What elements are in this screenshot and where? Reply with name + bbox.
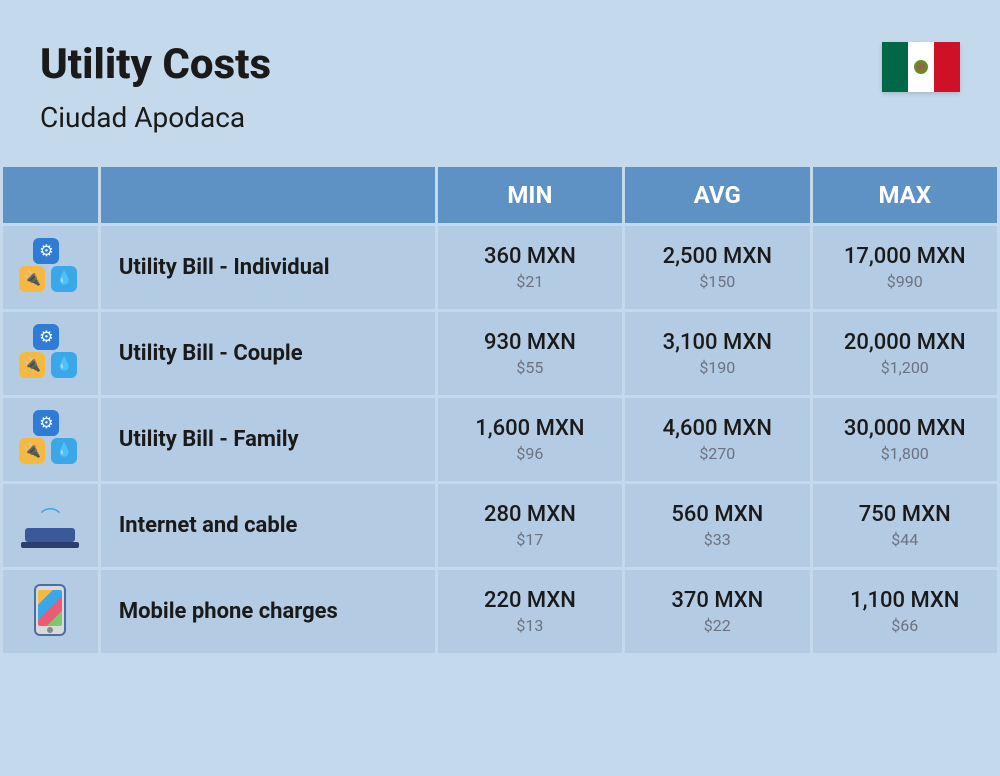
value-primary: 220 MXN [450, 588, 610, 613]
value-primary: 370 MXN [637, 588, 797, 613]
value-primary: 20,000 MXN [825, 330, 986, 355]
header-min: MIN [438, 167, 622, 223]
value-primary: 30,000 MXN [825, 416, 986, 441]
value-primary: 750 MXN [825, 502, 986, 527]
table-row: ⌒ Internet and cable 280 MXN $17 560 MXN $33 7… [3, 484, 997, 567]
cell-avg: 560 MXN $33 [625, 484, 809, 567]
row-label: Utility Bill - Family [101, 398, 435, 481]
value-primary: 3,100 MXN [637, 330, 797, 355]
row-icon-cell [3, 312, 98, 395]
table-row: Utility Bill - Family 1,600 MXN $96 4,600 M… [3, 398, 997, 481]
row-icon-cell [3, 226, 98, 309]
cell-min: 220 MXN $13 [438, 570, 622, 653]
value-secondary: $1,200 [825, 358, 986, 377]
value-primary: 2,500 MXN [637, 244, 797, 269]
value-primary: 930 MXN [450, 330, 610, 355]
cell-max: 17,000 MXN $990 [813, 226, 998, 309]
row-icon-cell [3, 570, 98, 653]
row-icon-cell [3, 398, 98, 481]
value-secondary: $44 [825, 530, 986, 549]
cell-min: 930 MXN $55 [438, 312, 622, 395]
cell-max: 750 MXN $44 [813, 484, 998, 567]
header: Utility Costs Ciudad Apodaca [0, 0, 1000, 164]
value-secondary: $17 [450, 530, 610, 549]
page-title: Utility Costs [40, 40, 960, 89]
value-secondary: $55 [450, 358, 610, 377]
value-secondary: $96 [450, 444, 610, 463]
value-secondary: $22 [637, 616, 797, 635]
value-secondary: $13 [450, 616, 610, 635]
cell-max: 1,100 MXN $66 [813, 570, 998, 653]
utility-cluster-icon [19, 410, 81, 466]
row-label: Internet and cable [101, 484, 435, 567]
utility-cluster-icon [19, 238, 81, 294]
table-row: Utility Bill - Couple 930 MXN $55 3,100 MXN… [3, 312, 997, 395]
value-secondary: $1,800 [825, 444, 986, 463]
row-label: Utility Bill - Individual [101, 226, 435, 309]
value-primary: 1,100 MXN [825, 588, 986, 613]
value-primary: 4,600 MXN [637, 416, 797, 441]
table-header-row: MIN AVG MAX [3, 167, 997, 223]
table-row: Utility Bill - Individual 360 MXN $21 2,500… [3, 226, 997, 309]
value-primary: 360 MXN [450, 244, 610, 269]
utility-cluster-icon [19, 324, 81, 380]
value-secondary: $33 [637, 530, 797, 549]
header-blank-icon [3, 167, 98, 223]
value-primary: 17,000 MXN [825, 244, 986, 269]
cell-min: 1,600 MXN $96 [438, 398, 622, 481]
cell-avg: 2,500 MXN $150 [625, 226, 809, 309]
cell-max: 20,000 MXN $1,200 [813, 312, 998, 395]
cell-avg: 4,600 MXN $270 [625, 398, 809, 481]
cell-avg: 3,100 MXN $190 [625, 312, 809, 395]
row-label: Mobile phone charges [101, 570, 435, 653]
row-label: Utility Bill - Couple [101, 312, 435, 395]
value-secondary: $190 [637, 358, 797, 377]
page-subtitle: Ciudad Apodaca [40, 101, 960, 134]
value-primary: 280 MXN [450, 502, 610, 527]
value-primary: 1,600 MXN [450, 416, 610, 441]
cell-max: 30,000 MXN $1,800 [813, 398, 998, 481]
header-avg: AVG [625, 167, 809, 223]
value-secondary: $990 [825, 272, 986, 291]
cell-min: 360 MXN $21 [438, 226, 622, 309]
router-icon: ⌒ [19, 496, 81, 552]
cell-avg: 370 MXN $22 [625, 570, 809, 653]
value-secondary: $66 [825, 616, 986, 635]
row-icon-cell: ⌒ [3, 484, 98, 567]
utility-costs-table: MIN AVG MAX Utility Bill - Individual360… [0, 164, 1000, 656]
value-secondary: $150 [637, 272, 797, 291]
table-row: Mobile phone charges 220 MXN $13 370 MXN $22… [3, 570, 997, 653]
mexico-flag-icon [882, 42, 960, 92]
cell-min: 280 MXN $17 [438, 484, 622, 567]
table-body: Utility Bill - Individual 360 MXN $21 2,500… [3, 226, 997, 653]
header-max: MAX [813, 167, 998, 223]
phone-icon [30, 582, 70, 638]
value-primary: 560 MXN [637, 502, 797, 527]
value-secondary: $270 [637, 444, 797, 463]
value-secondary: $21 [450, 272, 610, 291]
header-blank-label [101, 167, 435, 223]
